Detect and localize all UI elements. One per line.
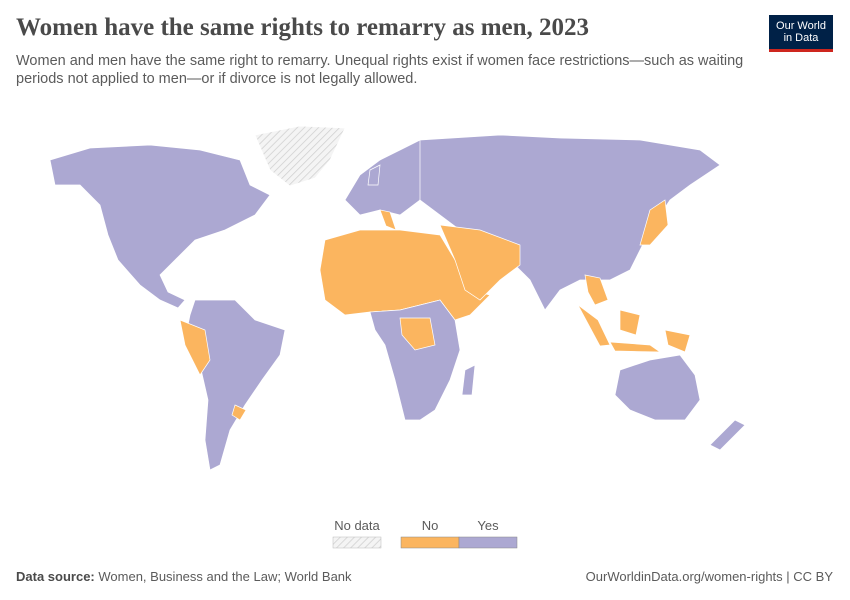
europe[interactable] [344,139,431,216]
legend-swatch[interactable] [332,536,382,549]
australia[interactable] [614,354,701,421]
greenland[interactable] [254,125,346,187]
madagascar[interactable] [461,364,476,396]
legend-swatch[interactable] [458,536,518,549]
middle-east[interactable] [439,224,521,301]
legend-label: No [422,518,439,533]
sumatra[interactable] [577,304,611,347]
legend: No data No Yes [332,518,518,549]
title: Women have the same rights to remarry as… [16,14,590,41]
uk[interactable] [367,164,381,186]
java[interactable] [609,341,662,353]
logo-line: in Data [783,32,819,44]
south-america[interactable] [184,299,286,471]
papua[interactable] [664,329,691,353]
uruguay[interactable] [231,404,247,421]
japan[interactable] [639,199,669,246]
source: Data source: Women, Business and the Law… [16,569,352,584]
source-label: Data source: [16,569,95,584]
north-africa[interactable] [319,229,491,321]
north-america[interactable] [49,144,271,309]
new-zealand[interactable] [709,419,746,451]
borneo[interactable] [619,309,641,336]
legend-swatch[interactable] [400,536,460,549]
central-africa[interactable] [399,317,436,351]
peru[interactable] [179,319,211,376]
southeast-asia[interactable] [584,274,609,306]
source-text[interactable]: Women, Business and the Law; World Bank [98,569,352,584]
url[interactable]: OurWorldinData.org/women-rights | CC BY [585,569,833,584]
logo-line: Our World [776,20,826,32]
logo[interactable]: Our World in Data [769,15,833,52]
legend-label: Yes [477,518,499,533]
legend-label: No data [334,518,380,533]
south-africa[interactable] [369,299,461,421]
subtitle: Women and men have the same right to rem… [16,53,744,87]
countries [49,125,746,471]
